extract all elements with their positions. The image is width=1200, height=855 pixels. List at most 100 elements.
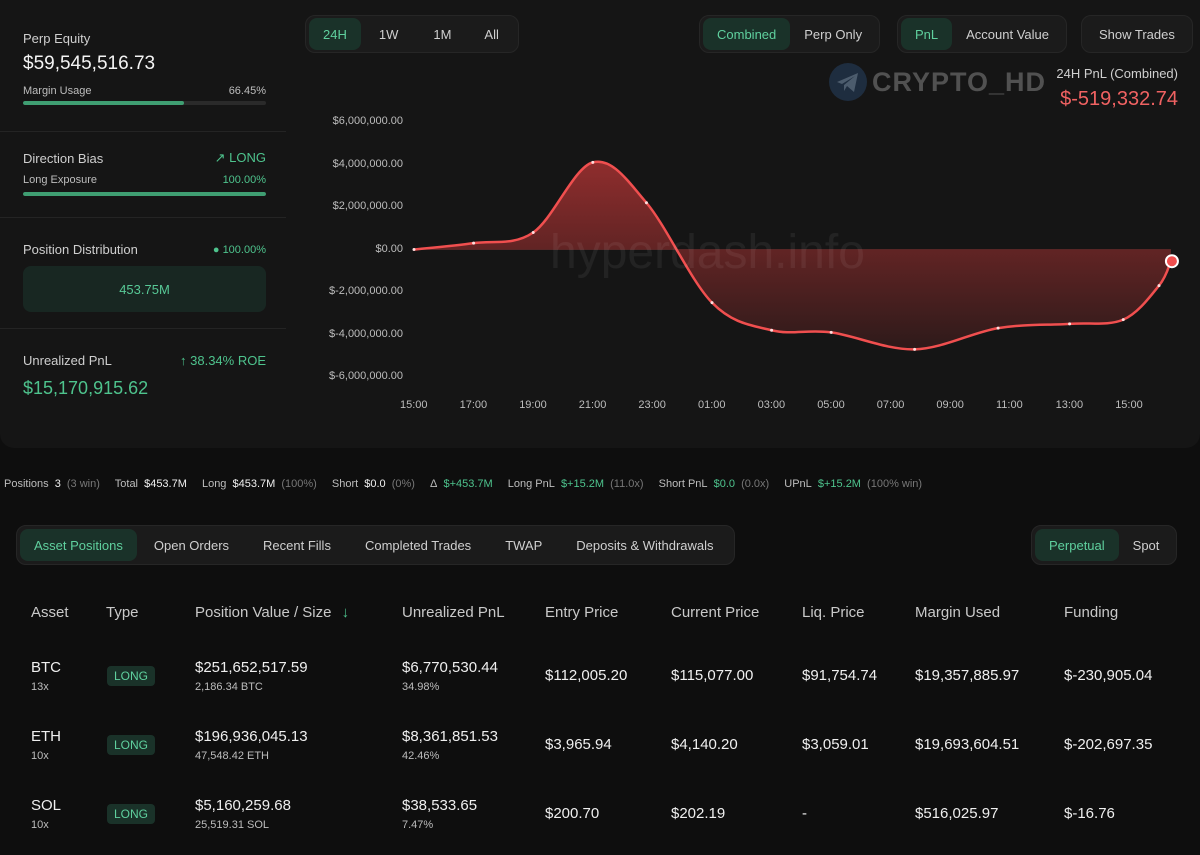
tab-perp-only[interactable]: Perp Only [804,26,863,42]
x-tick-label: 15:00 [400,399,428,411]
x-tick-label: 11:00 [996,399,1023,411]
unrealized-pnl-pct: 7.47% [402,819,434,831]
perp-equity-label: Perp Equity [23,31,91,46]
trending-up-icon: ↗ [214,150,226,165]
stat-total-value: $453.7M [144,478,187,490]
col-current-price[interactable]: Current Price [671,604,760,621]
pnl-point [472,241,476,245]
x-tick-label: 03:00 [757,399,786,411]
pnl-header-value: $-519,332.74 [1060,88,1178,110]
telegram-icon [829,63,867,101]
tab-1w[interactable]: 1W [378,26,399,42]
tab-24h[interactable]: 24H [309,18,361,50]
y-tick-label: $-2,000,000.00 [328,285,403,297]
entry-price: $112,005.20 [545,667,628,684]
margin-usage-bar [23,101,266,105]
current-price: $202.19 [671,805,726,822]
stat-positions-note: (3 win) [66,478,100,490]
tab-open-orders[interactable]: Open Orders [153,537,230,553]
sort-down-icon: ↓ [341,604,350,621]
long-exposure-bar [23,192,266,196]
brand-watermark: CRYPTO_HD [828,62,1046,102]
tab-recent-fills[interactable]: Recent Fills [263,537,331,553]
pnl-point [1068,322,1072,326]
tab-pnl[interactable]: PnL [901,18,953,50]
pnl-header-label: 24H PnL (Combined) [1056,66,1178,81]
stat-short-pnl-label: Short PnL [658,478,708,490]
arrow-up-icon: ↑ [180,353,187,368]
asset-leverage: 10x [31,750,49,762]
pnl-area [414,161,1171,350]
tab-perpetual[interactable]: Perpetual [1035,529,1119,561]
col-entry-price[interactable]: Entry Price [545,604,619,621]
pnl-point [996,326,1000,330]
entry-price: $3,965.94 [545,736,612,753]
margin-usage-value: 66.45% [228,85,266,97]
pnl-point [591,160,595,164]
tab-completed-trades[interactable]: Completed Trades [364,537,472,553]
liq-price: $3,059.01 [802,736,869,753]
col-asset[interactable]: Asset [31,604,69,621]
stat-long-value: $453.7M [232,478,276,490]
tab-asset-positions[interactable]: Asset Positions [20,529,137,561]
stats-strip: Positions 3 (3 win) Total $453.7M Long $… [4,478,925,490]
margin-usage-label: Margin Usage [23,85,92,97]
unrealized-pnl: $8,361,851.53 [402,728,498,745]
col-position-value-label: Position Value / Size [195,604,332,621]
stat-upnl-label: UPnL [784,478,812,490]
tab-combined[interactable]: Combined [703,18,791,50]
x-tick-label: 19:00 [519,399,547,411]
long-exposure-label: Long Exposure [23,174,97,186]
y-tick-label: $-4,000,000.00 [328,327,403,340]
direction-bias-value: LONG [229,150,266,165]
tab-all[interactable]: All [484,26,499,42]
unrealized-pnl-label: Unrealized PnL [23,353,112,368]
site-watermark: hyperdash.info [550,226,865,279]
stat-delta-label: Δ [430,478,438,490]
unrealized-pnl-pct: 34.98% [402,681,440,693]
asset-leverage: 13x [31,681,49,693]
pnl-point [770,328,774,332]
tab-1m[interactable]: 1M [433,26,452,42]
x-tick-label: 05:00 [817,399,845,411]
unrealized-pnl: $6,770,530.44 [402,659,498,676]
stat-long-label: Long [201,478,227,490]
unrealized-pnl: $38,533.65 [402,797,478,814]
current-price: $4,140.20 [671,736,738,753]
stat-upnl-value: $+15.2M [817,478,861,490]
funding: $-230,905.04 [1064,667,1153,684]
divider [0,328,286,329]
y-tick-label: $2,000,000.00 [332,200,403,212]
margin-used: $19,357,885.97 [915,667,1020,684]
col-position-value[interactable]: Position Value / Size ↓ [195,604,349,621]
position-value: $196,936,045.13 [195,728,308,745]
pnl-point [829,330,833,334]
position-value: $251,652,517.59 [195,659,308,676]
stat-short-pnl-note: (0.0x) [741,478,770,490]
col-funding[interactable]: Funding [1064,604,1119,621]
x-tick-label: 07:00 [876,399,905,411]
col-unrealized-pnl[interactable]: Unrealized PnL [402,604,505,621]
unrealized-pnl-value: $15,170,915.62 [23,378,149,398]
pnl-point [531,231,535,234]
perp-equity-value: $59,545,516.73 [23,53,156,74]
position-size: 2,186.34 BTC [195,681,263,693]
tab-spot[interactable]: Spot [1132,537,1160,553]
stat-long-pnl-value: $+15.2M [560,478,605,490]
unrealized-pnl-pct: 42.46% [402,750,440,762]
range-tabs: 24H 1W 1M All [305,15,519,53]
tab-deposits-withdrawals[interactable]: Deposits & Withdrawals [576,537,714,553]
col-margin-used[interactable]: Margin Used [915,604,1001,621]
x-tick-label: 09:00 [936,399,964,411]
position-distribution-value: 453.75M [119,281,170,297]
position-distribution-bar[interactable]: 453.75M [23,266,266,312]
col-liq-price[interactable]: Liq. Price [802,604,865,621]
col-type[interactable]: Type [106,604,139,621]
show-trades-button[interactable]: Show Trades [1099,26,1175,42]
pnl-chart[interactable]: $6,000,000.00 $4,000,000.00 $2,000,000.00 $… [0,0,1200,448]
pnl-last-point[interactable] [1164,254,1179,269]
tab-account-value[interactable]: Account Value [966,26,1050,42]
x-tick-label: 13:00 [1055,399,1084,411]
current-price: $115,077.00 [671,667,754,684]
tab-twap[interactable]: TWAP [505,537,543,553]
